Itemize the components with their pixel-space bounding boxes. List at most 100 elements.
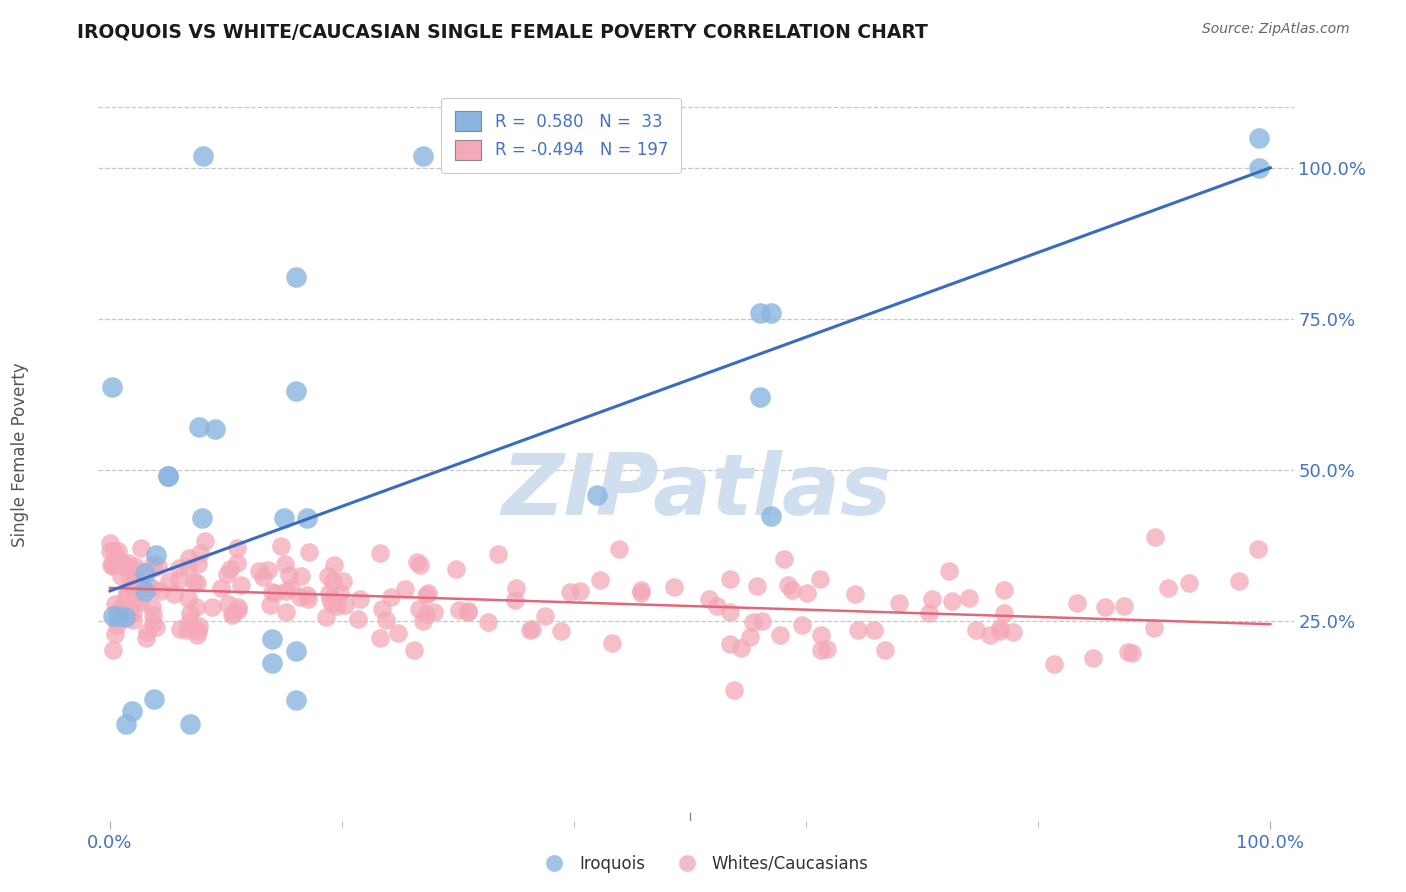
Point <box>368 546 391 560</box>
Point <box>444 562 467 576</box>
Point <box>284 384 307 399</box>
Point <box>219 562 242 576</box>
Point <box>134 583 156 598</box>
Point <box>159 574 181 589</box>
Point <box>810 643 832 657</box>
Point <box>108 553 131 567</box>
Point <box>326 599 349 614</box>
Point <box>332 574 354 589</box>
Point <box>157 469 180 483</box>
Point <box>157 469 180 483</box>
Point <box>105 617 128 632</box>
Point <box>993 582 1015 597</box>
Point <box>129 541 152 556</box>
Point <box>423 605 446 619</box>
Text: ZIPatlas: ZIPatlas <box>501 450 891 533</box>
Point <box>751 614 773 628</box>
Point <box>114 558 136 572</box>
Point <box>720 637 742 651</box>
Point <box>105 553 128 567</box>
Point <box>1247 130 1270 145</box>
Point <box>122 606 145 620</box>
Point <box>284 269 307 284</box>
Point <box>1157 581 1180 595</box>
Point <box>406 555 429 569</box>
Point <box>602 636 624 650</box>
Point <box>630 583 652 598</box>
Point <box>346 612 368 626</box>
Point <box>193 534 215 549</box>
Point <box>1066 596 1088 610</box>
Point <box>259 598 281 612</box>
Point <box>782 582 804 597</box>
Point <box>589 574 612 588</box>
Point <box>100 558 122 573</box>
Point <box>142 557 165 571</box>
Point <box>231 578 253 592</box>
Point <box>380 591 402 605</box>
Point <box>121 704 143 718</box>
Point <box>277 568 299 582</box>
Point <box>873 643 896 657</box>
Point <box>124 585 146 599</box>
Point <box>1042 657 1064 671</box>
Point <box>149 583 172 598</box>
Point <box>322 574 344 589</box>
Point <box>290 569 312 583</box>
Point <box>297 589 319 603</box>
Text: Source: ZipAtlas.com: Source: ZipAtlas.com <box>1202 22 1350 37</box>
Point <box>748 390 770 404</box>
Point <box>402 643 425 657</box>
Point <box>1094 599 1116 614</box>
Point <box>124 582 146 596</box>
Point <box>262 632 284 647</box>
Point <box>315 609 337 624</box>
Point <box>748 306 770 320</box>
Point <box>415 588 437 602</box>
Point <box>190 546 212 560</box>
Point <box>274 583 297 598</box>
Point <box>394 582 416 596</box>
Point <box>1246 541 1268 556</box>
Point <box>138 580 160 594</box>
Point <box>477 615 499 629</box>
Point <box>186 575 208 590</box>
Point <box>290 590 312 604</box>
Point <box>349 592 371 607</box>
Point <box>103 597 125 611</box>
Point <box>457 605 479 619</box>
Point <box>1247 161 1270 175</box>
Point <box>225 541 247 556</box>
Point <box>134 566 156 580</box>
Point <box>718 573 741 587</box>
Point <box>769 628 792 642</box>
Point <box>107 609 129 624</box>
Point <box>122 594 145 608</box>
Point <box>252 569 274 583</box>
Point <box>630 586 652 600</box>
Point <box>1143 621 1166 635</box>
Point <box>747 579 769 593</box>
Point <box>142 616 165 631</box>
Point <box>186 628 208 642</box>
Y-axis label: Single Female Poverty: Single Female Poverty <box>11 363 30 547</box>
Point <box>810 628 832 642</box>
Point <box>118 570 141 584</box>
Point <box>142 607 165 622</box>
Point <box>270 540 292 554</box>
Point <box>664 581 686 595</box>
Point <box>370 602 392 616</box>
Point <box>778 578 800 592</box>
Point <box>844 587 866 601</box>
Point <box>145 548 167 562</box>
Point <box>141 581 163 595</box>
Point <box>215 566 238 581</box>
Point <box>263 586 285 600</box>
Point <box>247 565 270 579</box>
Point <box>183 574 205 589</box>
Text: IROQUOIS VS WHITE/CAUCASIAN SINGLE FEMALE POVERTY CORRELATION CHART: IROQUOIS VS WHITE/CAUCASIAN SINGLE FEMAL… <box>77 22 928 41</box>
Point <box>297 591 319 606</box>
Point <box>115 584 138 599</box>
Point <box>280 581 302 595</box>
Point <box>297 511 319 525</box>
